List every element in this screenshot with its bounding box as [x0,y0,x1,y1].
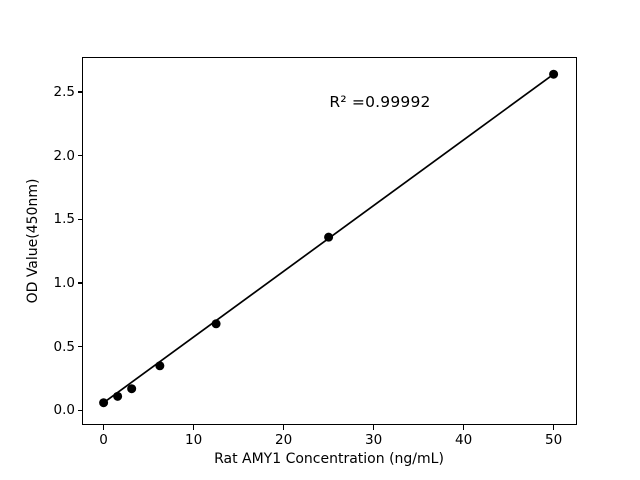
data-point [113,391,123,401]
plot-area [82,57,577,425]
y-tick-label: 1.0 [53,275,75,292]
data-point [549,69,559,79]
y-axis-label: OD Value(450nm) [25,178,41,304]
y-tick-label: 2.0 [53,147,75,164]
y-tick-label: 0.0 [53,402,75,419]
r-squared-annotation: R² =0.99992 [329,93,431,111]
x-tick-label: 20 [275,432,293,448]
x-tick-label: 40 [455,432,473,448]
x-tick-label: 0 [99,432,108,448]
x-tick-mark [193,425,195,430]
y-tick-mark [77,409,82,411]
x-tick-mark [463,425,465,430]
x-tick-mark [103,425,105,430]
x-tick-mark [373,425,375,430]
y-tick-mark [77,346,82,348]
x-axis-label: Rat AMY1 Concentration (ng/mL) [214,451,444,467]
data-point [324,232,334,242]
y-tick-label: 1.5 [53,211,75,228]
data-point [127,384,137,394]
data-point [155,361,165,371]
y-tick-label: 2.5 [53,84,75,101]
data-point [211,319,221,329]
x-tick-label: 30 [365,432,383,448]
y-tick-mark [77,218,82,220]
x-tick-label: 50 [545,432,563,448]
y-tick-mark [77,282,82,284]
x-tick-mark [553,425,555,430]
y-tick-mark [77,91,82,93]
data-point [99,398,109,408]
y-tick-mark [77,155,82,157]
x-tick-label: 10 [185,432,203,448]
x-tick-mark [283,425,285,430]
y-tick-label: 0.5 [53,338,75,355]
